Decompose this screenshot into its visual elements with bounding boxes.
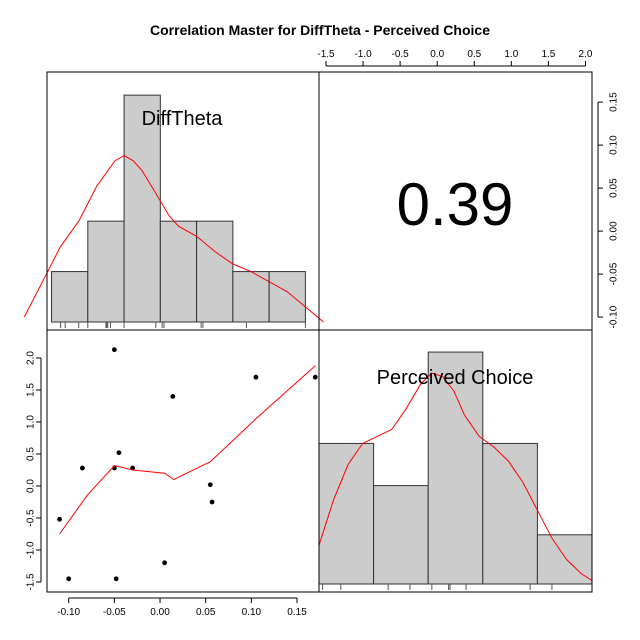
histogram-bar	[123, 94, 161, 323]
histogram-panel-difftheta: DiffTheta	[23, 94, 324, 328]
left-tick-label: -1.5	[26, 573, 37, 591]
right-tick-label: 0.05	[609, 178, 620, 198]
chart-title: Correlation Master for DiffTheta - Perce…	[150, 22, 490, 38]
top-tick-label: -1.5	[317, 49, 335, 60]
histogram-bar	[373, 485, 429, 585]
top-tick-label: 2.0	[579, 49, 593, 60]
density-curve	[318, 372, 593, 581]
scatter-point	[170, 394, 176, 399]
scatter-point	[113, 576, 119, 582]
histogram-bar	[159, 220, 198, 323]
histogram-panel-perceived-choice: Perceived Choice	[318, 351, 593, 590]
left-axis: -1.5 -1.0 -0.5 0.0 0.5 1.0 1.5 2.0	[26, 351, 42, 591]
smoothing-line	[59, 365, 316, 535]
density-curve	[23, 155, 324, 323]
left-tick-label: 0.0	[26, 479, 37, 493]
histogram-bar	[51, 271, 89, 323]
scatter-point	[312, 374, 318, 380]
scatter-point	[253, 374, 259, 380]
top-tick-label: 0.0	[430, 49, 444, 60]
scatter-point	[209, 499, 215, 505]
panel-frames	[46, 71, 593, 593]
scatter-point	[80, 465, 85, 471]
top-tick-label: 1.5	[541, 49, 555, 60]
top-tick-label: -1.0	[354, 49, 372, 60]
top-tick-label: 0.5	[467, 49, 481, 60]
scatter-point	[66, 576, 72, 582]
top-axis: -1.5 -1.0 -0.5 0.0 0.5 1.0 1.5 2.0	[317, 49, 593, 67]
panel-frame-bottom-left	[46, 329, 320, 593]
left-tick-label: 1.5	[26, 383, 37, 397]
correlation-value: 0.39	[397, 171, 514, 238]
histogram-bar	[268, 271, 306, 323]
variable-label: Perceived Choice	[377, 367, 534, 389]
correlation-panel: 0.39	[397, 171, 514, 238]
bottom-tick-label: 0.10	[242, 607, 262, 618]
scatter-point	[162, 560, 168, 566]
left-tick-label: -0.5	[26, 509, 37, 527]
histogram-bar	[482, 442, 538, 585]
bottom-tick-label: 0.05	[196, 607, 216, 618]
right-tick-label: -0.10	[609, 305, 620, 328]
scatter-point	[57, 516, 62, 522]
bottom-tick-label: -0.10	[57, 607, 80, 618]
bottom-tick-label: 0.00	[150, 607, 170, 618]
histogram-bar	[232, 271, 270, 323]
left-tick-label: 1.0	[26, 415, 37, 429]
histogram-bar	[536, 534, 593, 585]
left-tick-label: -1.0	[26, 541, 37, 559]
bottom-tick-label: 0.15	[287, 607, 307, 618]
panel-frame-bottom-right	[318, 329, 593, 593]
top-tick-label: -0.5	[392, 49, 410, 60]
scatter-point	[116, 450, 122, 456]
histogram-bar	[87, 220, 125, 323]
right-axis: -0.10 -0.05 0.00 0.05 0.10 0.15	[597, 92, 620, 328]
scatter-point	[207, 482, 213, 488]
left-tick-label: 2.0	[26, 351, 37, 365]
left-tick-label: 0.5	[26, 447, 37, 461]
bottom-axis: -0.10 -0.05 0.00 0.05 0.10 0.15	[57, 597, 307, 618]
right-tick-label: 0.00	[609, 221, 620, 241]
histogram-bar	[318, 442, 375, 585]
scatter-point	[111, 347, 117, 353]
histogram-bar	[196, 220, 234, 323]
top-tick-label: 1.0	[504, 49, 518, 60]
histogram-bar	[427, 351, 484, 585]
right-tick-label: -0.05	[609, 262, 620, 285]
scatter-panel	[57, 347, 318, 582]
variable-label: DiffTheta	[142, 108, 224, 130]
right-tick-label: 0.10	[609, 135, 620, 155]
bottom-tick-label: -0.05	[103, 607, 126, 618]
right-tick-label: 0.15	[609, 92, 620, 112]
